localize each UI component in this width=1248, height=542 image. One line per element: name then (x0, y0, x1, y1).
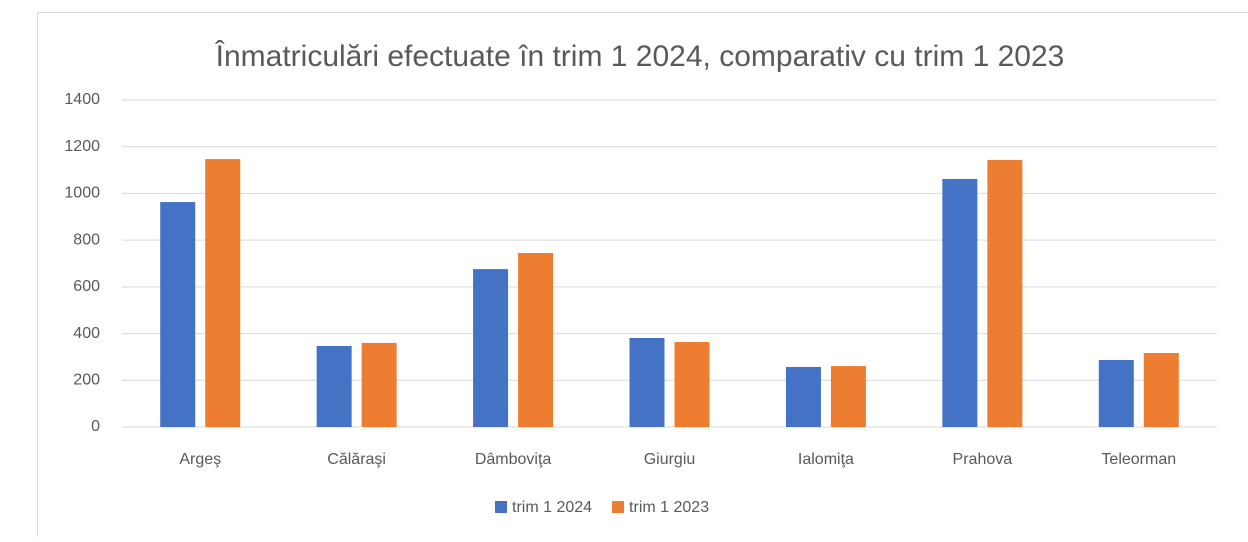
bar (942, 179, 977, 427)
y-tick-label: 600 (73, 278, 100, 295)
bar (831, 366, 866, 427)
bar (473, 269, 508, 427)
x-tick-label: Călăraşi (327, 451, 386, 468)
x-tick-label: Argeş (179, 451, 221, 468)
bar (1099, 360, 1134, 427)
bar (317, 346, 352, 427)
bar (786, 367, 821, 427)
bar (630, 338, 665, 427)
bar (362, 343, 397, 427)
x-tick-label: Ialomiţa (798, 451, 854, 468)
bar (205, 159, 240, 427)
x-tick-label: Giurgiu (644, 451, 696, 468)
y-tick-label: 1000 (64, 185, 100, 202)
bar (987, 160, 1022, 427)
y-tick-label: 1400 (64, 91, 100, 108)
x-tick-label: Dâmboviţa (475, 451, 552, 468)
bar (675, 342, 710, 427)
y-tick-label: 800 (73, 231, 100, 248)
legend-swatch (495, 501, 507, 513)
bar (1144, 353, 1179, 427)
bar (160, 202, 195, 427)
legend-swatch (612, 501, 624, 513)
legend-label: trim 1 2023 (629, 499, 709, 516)
bar (518, 253, 553, 427)
chart-title: Înmatriculări efectuate în trim 1 2024, … (215, 40, 1065, 73)
y-tick-label: 0 (91, 418, 100, 435)
x-tick-label: Prahova (953, 451, 1013, 468)
y-tick-label: 400 (73, 325, 100, 342)
y-tick-label: 200 (73, 372, 100, 389)
legend-label: trim 1 2024 (512, 499, 592, 516)
y-tick-label: 1200 (64, 138, 100, 155)
x-tick-label: Teleorman (1101, 451, 1176, 468)
